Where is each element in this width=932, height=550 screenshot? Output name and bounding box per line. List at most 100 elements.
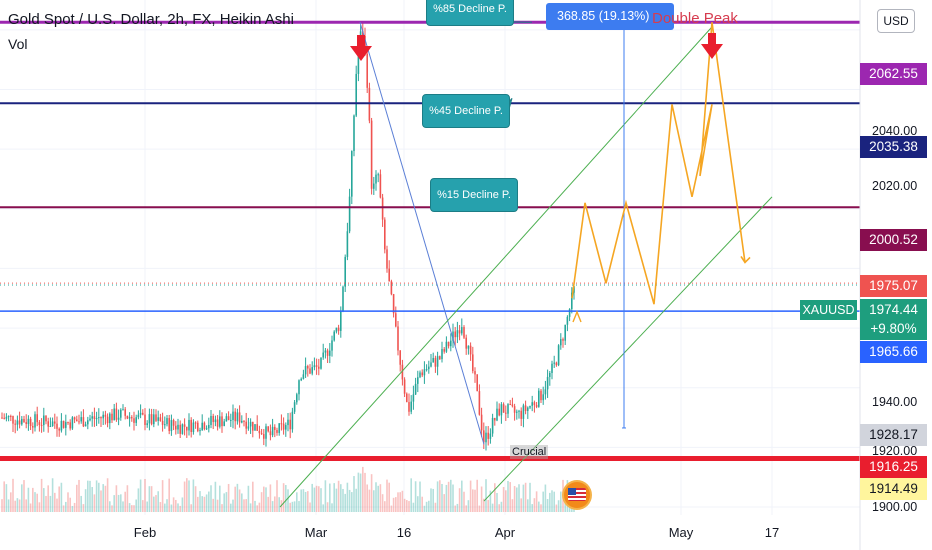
volume-bar [23,480,25,512]
volume-bar [131,505,133,512]
candle-body [168,418,170,432]
candle-body [274,426,276,430]
candle-body [315,365,318,367]
volume-bar [555,504,558,512]
volume-bar [359,473,362,512]
candle-body [553,362,555,364]
volume-bar [546,499,549,512]
volume-bar [469,480,472,512]
candle-body [111,413,113,421]
candle-body [483,430,485,443]
double-peak-label[interactable]: Double Peak [652,10,738,27]
candle-body [562,339,564,341]
candle-body [568,309,571,317]
measure-label[interactable]: 368.85 (19.13%) 36885 [546,3,674,50]
candle-body [80,417,82,422]
volume-bar [551,490,553,512]
chart-title: Gold Spot / U.S. Dollar, 2h, FX, Heikin … [8,11,294,28]
grid [0,0,860,515]
volume-bar [335,488,338,512]
candle-body [23,418,25,423]
crucial-label[interactable]: Crucial [510,445,549,459]
volume-bar [144,478,146,512]
candle-body [234,411,236,422]
volume-bar [436,481,439,512]
volume-bar [36,493,38,512]
candle-body [406,393,408,403]
candle-body [487,432,489,439]
candle-body [58,428,60,431]
volume-bar [104,485,107,512]
candle-body [375,174,377,184]
candle-body [571,292,573,310]
candle-body [373,183,375,189]
callout-15-decline[interactable]: %15 Decline P. [430,178,518,212]
volume-bar [120,494,122,512]
volume-bar [258,502,261,512]
volume-bar [142,500,144,512]
candle-body [443,349,445,352]
volume-bar [148,486,151,512]
volume-bar [311,483,313,512]
candle-body [447,341,450,347]
currency-button[interactable]: USD [877,9,915,33]
volume-bar [399,492,401,512]
candle-body [5,416,8,419]
candle-body [535,405,538,407]
candle-body [256,424,258,431]
candle-body [65,422,67,428]
projection-path[interactable] [571,22,751,323]
volume-bar [463,491,465,512]
volume-bar [527,499,529,512]
volume-bar [175,499,177,512]
callout-85-decline[interactable]: %85 Decline P. [426,0,514,26]
volume-bar [513,486,516,512]
candle-body [54,421,56,424]
volume-bar [302,489,305,512]
candle-body [566,316,569,325]
volume-bar [214,481,217,512]
candle-body [531,402,533,406]
us-flag-icon[interactable] [564,482,590,508]
candle-body [458,330,461,334]
badge-2035: 2035.38 [860,136,927,158]
projection-start-marker [572,310,582,323]
volume-bar [428,500,430,512]
candle-body [377,174,379,176]
candle-body [12,416,14,424]
volume-bar [249,503,252,512]
callout-45-decline[interactable]: %45 Decline P. [422,94,510,128]
candle-body [71,417,74,429]
volume-bar [535,491,538,512]
volume-bar [65,501,67,512]
candle-body [509,404,511,406]
x-tick-17: 17 [764,525,780,540]
candle-body [219,416,221,427]
volume-bar [472,489,474,512]
volume-bar [199,491,201,512]
symbol-tag: XAUUSD [800,300,857,320]
candle-body [109,413,111,424]
volume-bar [7,499,10,512]
y-tick-2040: 2040.00 [872,124,918,138]
volume-bar [25,499,27,512]
volume-bar [14,500,16,512]
candlesticks [1,22,575,451]
volume-bar [179,505,181,512]
trend-lines[interactable] [279,3,773,508]
candle-body [10,416,12,418]
candle-body [214,419,217,423]
candle-body [379,174,382,198]
volume-bar [93,494,96,512]
volume-bar [100,490,102,512]
badge-1914: 1914.49 [860,478,927,500]
candle-body [549,372,551,377]
candle-body [362,31,364,36]
volume-bar [370,474,373,512]
volume-bar [247,485,250,512]
volume-bar [236,483,239,512]
candle-body [340,311,342,331]
candle-body [494,417,496,421]
volume-bar [161,480,164,512]
